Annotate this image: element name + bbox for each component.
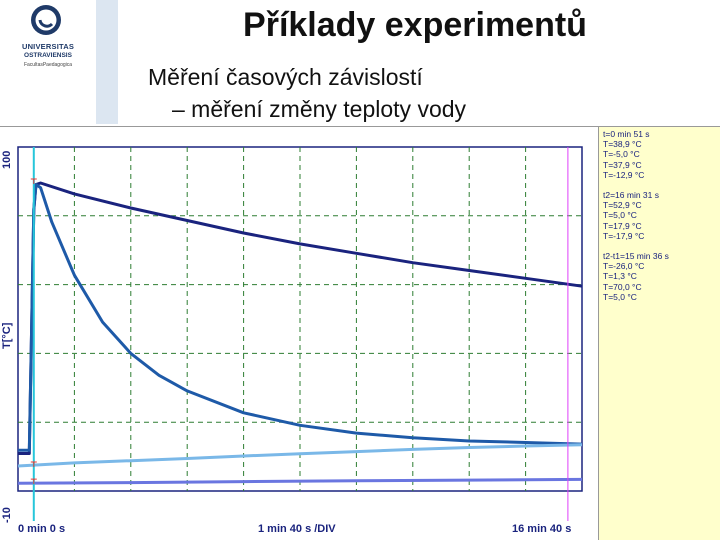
logo-line2: OSTRAVIENSIS	[24, 52, 72, 59]
x-axis-scale-label: 1 min 40 s /DIV	[258, 523, 336, 535]
readout-value: T=37,9 °C	[603, 159, 642, 170]
readout-group-t1: t=0 min 51 s T=38,9 °C T=-5,0 °C T=37,9 …	[603, 129, 720, 180]
readout-value: T=1,3 °C	[603, 271, 637, 282]
y-axis-title: T[°C]	[1, 322, 13, 349]
readout-value: T=-12,9 °C	[603, 169, 645, 180]
readout-value: T=17,9 °C	[603, 220, 642, 231]
logo-line1: UNIVERSITAS	[21, 42, 75, 51]
readout-time-diff: t2-t1=15 min 36 s	[603, 251, 669, 262]
bullet-1: Měření časových závislostí	[148, 64, 423, 90]
readout-value: T=-26,0 °C	[603, 261, 645, 272]
x-axis-start-label: 0 min 0 s	[18, 523, 66, 535]
temperature-graph: 100 T[°C] -10 0 min 0 s 1 min 40 s /DIV …	[0, 126, 598, 541]
cursor-marker	[30, 178, 37, 184]
readout-value: T=5,0 °C	[603, 210, 637, 221]
university-logo: UNIVERSITAS OSTRAVIENSIS FacultasPaedago…	[0, 0, 96, 124]
bullet-2: – měření změny teploty vody	[172, 96, 467, 122]
readout-value: T=70,0 °C	[603, 281, 642, 292]
readout-value: T=52,9 °C	[603, 200, 642, 211]
series-line-4	[17, 477, 583, 485]
readout-value: T=-17,9 °C	[603, 230, 645, 241]
university-emblem-icon	[31, 5, 61, 35]
cursor-marker	[30, 478, 37, 485]
logo-side-bar	[96, 0, 118, 124]
readout-time: t=0 min 51 s	[603, 129, 650, 139]
x-axis-end-label: 16 min 40 s	[512, 523, 572, 535]
readout-value: T=38,9 °C	[603, 139, 642, 150]
cursor-marker	[30, 461, 37, 467]
series-line-3	[17, 443, 583, 468]
readout-value: T=-5,0 °C	[603, 149, 640, 160]
readout-group-t2: t2=16 min 31 s T=52,9 °C T=5,0 °C T=17,9…	[603, 190, 720, 241]
readout-value: T=5,0 °C	[603, 291, 637, 302]
y-axis-min-label: -10	[1, 507, 13, 523]
readout-group-diff: t2-t1=15 min 36 s T=-26,0 °C T=1,3 °C T=…	[603, 251, 720, 302]
readout-time: t2=16 min 31 s	[603, 190, 659, 201]
logo-line3: FacultasPaedagogica	[23, 62, 73, 68]
temperature-plot	[17, 146, 583, 521]
cursor-readout-panel: t=0 min 51 s T=38,9 °C T=-5,0 °C T=37,9 …	[598, 126, 720, 540]
slide-title: Příklady experimentů	[243, 6, 587, 44]
y-axis-max-label: 100	[1, 150, 13, 169]
